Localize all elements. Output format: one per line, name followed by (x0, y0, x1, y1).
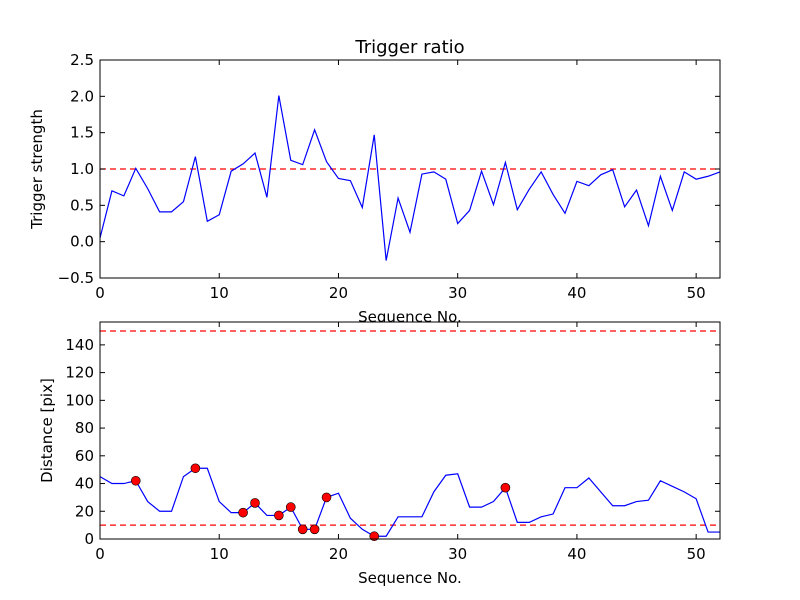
data-point-marker (309, 524, 320, 535)
data-point-marker (130, 475, 141, 486)
y-tick-label: 100 (65, 391, 94, 409)
y-tick-label: 60 (75, 447, 94, 465)
data-point-marker (274, 510, 284, 521)
y-tick-label: 20 (75, 502, 94, 520)
data-point-marker (321, 492, 332, 503)
y-tick-label: 80 (75, 419, 94, 437)
x-axis-label: Sequence No. (358, 569, 462, 587)
x-tick-label: 50 (687, 545, 706, 563)
x-tick-label: 30 (448, 284, 467, 302)
y-tick-label: −0.5 (58, 269, 94, 287)
x-tick-label: 0 (95, 545, 105, 563)
x-tick-label: 20 (329, 545, 348, 563)
y-axis-label: Trigger strength (28, 109, 46, 230)
y-tick-label: 0.5 (70, 196, 94, 214)
data-point-marker (285, 502, 296, 512)
y-tick-label: 0.0 (70, 233, 94, 251)
axes-frame (99, 321, 721, 540)
data-point-marker (238, 507, 248, 518)
data-point-marker (297, 524, 308, 535)
series-line-distance (99, 467, 720, 537)
y-tick-label: 140 (65, 336, 94, 354)
x-tick-label: 0 (95, 284, 105, 302)
x-tick-label: 10 (210, 545, 229, 563)
x-tick-label: 10 (210, 284, 229, 302)
x-tick-label: 20 (329, 284, 348, 302)
y-tick-label: 1.5 (70, 124, 94, 142)
y-tick-label: 1.0 (70, 160, 94, 178)
y-tick-label: 120 (65, 364, 94, 382)
x-tick-label: 50 (687, 284, 706, 302)
y-tick-label: 0 (84, 530, 94, 548)
data-point-marker (500, 482, 511, 493)
y-tick-label: 2.0 (70, 87, 94, 105)
data-point-marker (190, 463, 201, 474)
x-tick-label: 40 (567, 545, 586, 563)
data-point-marker (250, 498, 260, 508)
y-tick-label: 2.5 (70, 51, 94, 69)
subplot-0: 0 10 20 30 40 50−0.50.00.51.01.52.02.5Sequenc… (28, 37, 721, 326)
x-tick-label: 40 (567, 284, 586, 302)
data-point-marker (369, 531, 380, 542)
y-axis-label: Distance [pix] (38, 378, 56, 483)
y-tick-label: 40 (75, 475, 94, 493)
x-tick-label: 30 (448, 545, 467, 563)
chart-title: Trigger ratio (354, 37, 464, 58)
series-line-trigger (99, 95, 721, 261)
subplot-1: 0 10 20 30 40 50 0 20 40 60 80 100 120 140 Sequence No… (38, 321, 721, 587)
plot-area (100, 322, 720, 539)
